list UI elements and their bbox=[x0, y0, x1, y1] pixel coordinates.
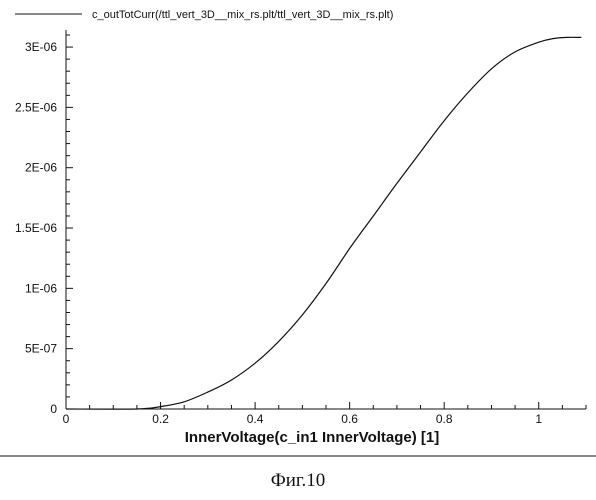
x-tick-label: 1 bbox=[535, 412, 542, 426]
x-tick-label: 0.2 bbox=[152, 412, 169, 426]
axes bbox=[66, 30, 586, 409]
x-tick-label: 0.6 bbox=[341, 412, 358, 426]
y-tick-label: 5E-07 bbox=[25, 342, 57, 356]
x-axis-ticks: 0 0.2 0.4 0.6 0.8 1 bbox=[63, 402, 586, 426]
x-tick-label: 0.4 bbox=[247, 412, 264, 426]
x-axis-label: InnerVoltage(c_in1 InnerVoltage) [1] bbox=[185, 429, 440, 446]
y-tick-label: 2.5E-06 bbox=[15, 100, 57, 114]
y-tick-label: 1E-06 bbox=[25, 281, 57, 295]
x-tick-label: 0.8 bbox=[436, 412, 453, 426]
y-tick-label: 0 bbox=[50, 402, 57, 416]
y-tick-label: 2E-06 bbox=[25, 161, 57, 175]
legend-label: c_outTotCurr(/ttl_vert_3D__mix_rs.plt/tt… bbox=[92, 9, 393, 21]
legend: c_outTotCurr(/ttl_vert_3D__mix_rs.plt/tt… bbox=[15, 9, 393, 21]
x-tick-label: 0 bbox=[63, 412, 70, 426]
series-line bbox=[66, 37, 581, 409]
y-tick-label: 3E-06 bbox=[25, 40, 57, 54]
y-tick-label: 1.5E-06 bbox=[15, 221, 57, 235]
y-axis-ticks: 0 5E-07 1E-06 1.5E-06 2E-06 2.5E-06 3E-06 bbox=[15, 35, 73, 416]
figure-caption: Фиг.10 bbox=[0, 470, 596, 492]
